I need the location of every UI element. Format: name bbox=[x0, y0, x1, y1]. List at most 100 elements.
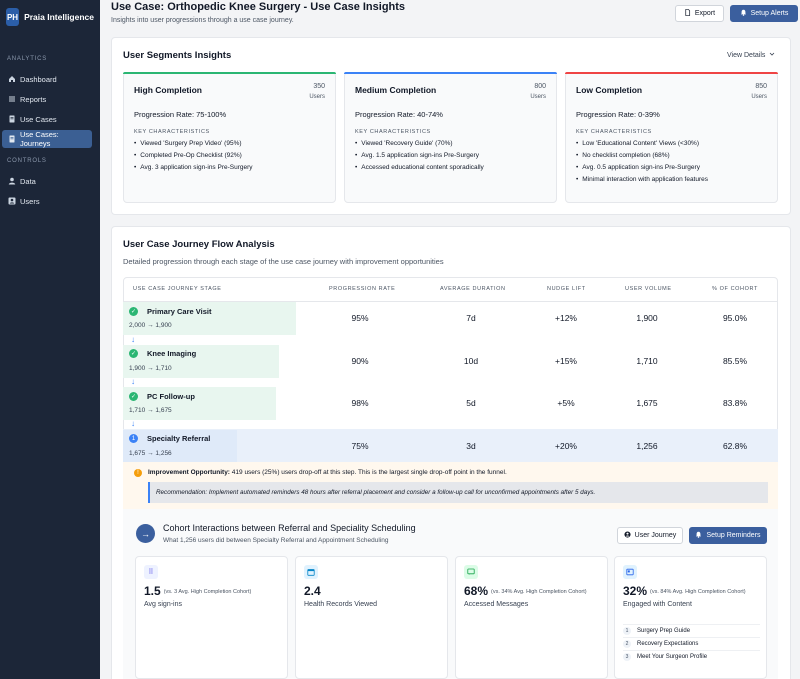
segment-rate: Progression Rate: 75-100% bbox=[134, 110, 227, 119]
trait-item: Avg. 1.5 application sign-ins Pre-Surger… bbox=[355, 152, 484, 159]
sidebar-item-label: Dashboard bbox=[20, 74, 57, 84]
trait-item: Minimal interaction with application fea… bbox=[576, 176, 708, 183]
segment-card-high[interactable]: High Completion 350 Users Progression Ra… bbox=[123, 72, 336, 203]
trait-item: Accessed educational content sporadicall… bbox=[355, 164, 484, 171]
segment-count-label: Users bbox=[530, 94, 546, 100]
segments-title: User Segments Insights bbox=[123, 50, 232, 61]
export-label: Export bbox=[694, 10, 716, 17]
cell-lift: +5% bbox=[557, 398, 575, 408]
stage-to: 1,256 bbox=[155, 450, 172, 457]
cohort-title: Cohort Interactions between Referral and… bbox=[163, 523, 416, 533]
user-journey-label: User Journey bbox=[634, 532, 677, 539]
document-icon bbox=[8, 115, 16, 123]
users-icon bbox=[8, 197, 16, 205]
stage-bar-knee-imaging[interactable] bbox=[123, 345, 279, 378]
cell-cohort: 95.0% bbox=[722, 313, 748, 323]
stage-flow: 1,675 → 1,256 bbox=[129, 450, 172, 457]
sidebar-item-label: Use Cases: Journeys bbox=[20, 130, 59, 148]
export-button[interactable]: Export bbox=[675, 5, 724, 22]
stage-bar-primary-care[interactable] bbox=[123, 302, 296, 335]
col-header-lift: NUDGE LIFT bbox=[547, 286, 586, 292]
list-number: 3 bbox=[623, 653, 631, 661]
recommendation-text: Recommendation: Implement automated remi… bbox=[156, 489, 596, 496]
trait-item: Low 'Educational Content' Views (<30%) bbox=[576, 140, 708, 147]
setup-reminders-button[interactable]: Setup Reminders bbox=[689, 527, 767, 544]
home-icon bbox=[8, 75, 16, 83]
trait-item: Avg. 0.5 application sign-ins Pre-Surger… bbox=[576, 164, 708, 171]
segment-traits: Viewed 'Surgery Prep Video' (95%) Comple… bbox=[134, 140, 252, 176]
message-icon bbox=[464, 565, 478, 579]
cell-cohort: 62.8% bbox=[722, 441, 748, 451]
sidebar-item-dashboard[interactable]: Dashboard bbox=[2, 70, 96, 88]
cohort-subtitle: What 1,256 users did between Specialty R… bbox=[163, 537, 389, 544]
brand[interactable]: PH Praia Intelligence bbox=[0, 0, 100, 34]
stage-to: 1,675 bbox=[155, 407, 172, 414]
stage-bar-pc-followup[interactable] bbox=[123, 387, 276, 420]
segment-traits: Viewed 'Recovery Guide' (70%) Avg. 1.5 a… bbox=[355, 140, 484, 176]
stage-bar-specialty-referral[interactable] bbox=[123, 430, 237, 463]
metric-value-row: 32% (vs. 84% Avg. High Completion Cohort) bbox=[623, 584, 746, 598]
check-icon: ✓ bbox=[129, 307, 138, 316]
metric-card-messages: 68% (vs. 34% Avg. High Completion Cohort)… bbox=[455, 556, 608, 679]
page-title: Use Case: Orthopedic Knee Surgery - Use … bbox=[111, 1, 406, 13]
cell-volume: 1,710 bbox=[636, 356, 658, 366]
metric-comparison: (vs. 84% Avg. High Completion Cohort) bbox=[650, 588, 746, 595]
segment-card-low[interactable]: Low Completion 850 Users Progression Rat… bbox=[565, 72, 778, 203]
segment-accent-bar bbox=[123, 72, 336, 74]
sidebar-item-reports[interactable]: Reports bbox=[2, 90, 96, 108]
sidebar-item-data[interactable]: Data bbox=[2, 172, 96, 190]
list-icon bbox=[8, 95, 16, 103]
stage-from: 2,000 bbox=[129, 322, 146, 329]
segment-count-label: Users bbox=[309, 94, 325, 100]
list-item[interactable]: 3 Meet Your Surgeon Profile bbox=[623, 650, 760, 663]
bell-icon bbox=[740, 9, 747, 18]
user-icon bbox=[8, 177, 16, 185]
metric-label: Health Records Viewed bbox=[304, 601, 378, 608]
col-header-volume: USER VOLUME bbox=[625, 286, 672, 292]
segment-card-medium[interactable]: Medium Completion 800 Users Progression … bbox=[344, 72, 557, 203]
user-journey-button[interactable]: User Journey bbox=[617, 527, 683, 544]
sidebar-item-users[interactable]: Users bbox=[2, 192, 96, 210]
cell-cohort: 83.8% bbox=[722, 398, 748, 408]
list-item[interactable]: 1 Surgery Prep Guide bbox=[623, 624, 760, 637]
arrow-down-icon: ↓ bbox=[131, 419, 135, 428]
view-details-button[interactable]: View Details bbox=[727, 51, 775, 59]
arrow-right-icon: → bbox=[147, 450, 154, 457]
list-item[interactable]: 2 Recovery Expectations bbox=[623, 637, 760, 650]
col-header-stage: USE CASE JOURNEY STAGE bbox=[133, 286, 222, 292]
sidebar-item-use-cases[interactable]: Use Cases bbox=[2, 110, 96, 128]
sidebar-item-use-cases-journeys[interactable]: Use Cases: Journeys bbox=[2, 130, 92, 148]
segment-name: Medium Completion bbox=[355, 85, 437, 95]
brand-name: Praia Intelligence bbox=[24, 12, 94, 22]
metric-card-sign-ins: ⠿ 1.5 (vs. 3 Avg. High Completion Cohort)… bbox=[135, 556, 288, 679]
cell-lift: +15% bbox=[555, 356, 577, 366]
key-characteristics-label: KEY CHARACTERISTICS bbox=[134, 129, 210, 135]
col-header-rate: PROGRESSION RATE bbox=[329, 286, 396, 292]
setup-alerts-label: Setup Alerts bbox=[750, 10, 789, 17]
cell-duration: 5d bbox=[466, 398, 476, 408]
col-header-duration: AVERAGE DURATION bbox=[440, 286, 506, 292]
journey-title: User Case Journey Flow Analysis bbox=[123, 239, 275, 250]
metric-comparison: (vs. 34% Avg. High Completion Cohort) bbox=[491, 588, 587, 595]
metric-label: Avg sign-ins bbox=[144, 601, 183, 608]
metric-label: Engaged with Content bbox=[623, 601, 692, 608]
segment-name: High Completion bbox=[134, 85, 202, 95]
stage-to: 1,900 bbox=[155, 322, 172, 329]
cell-volume: 1,675 bbox=[636, 398, 658, 408]
stage-name: Knee Imaging bbox=[147, 349, 197, 358]
cell-cohort: 85.5% bbox=[722, 356, 748, 366]
journey-icon bbox=[8, 135, 16, 143]
metric-value-row: 1.5 (vs. 3 Avg. High Completion Cohort) bbox=[144, 584, 251, 598]
view-details-label: View Details bbox=[727, 51, 766, 59]
segment-count-label: Users bbox=[751, 94, 767, 100]
setup-alerts-button[interactable]: Setup Alerts bbox=[730, 5, 798, 22]
cell-duration: 10d bbox=[463, 356, 479, 366]
chevron-down-icon bbox=[769, 51, 775, 59]
main-area: Use Case: Orthopedic Knee Surgery - Use … bbox=[100, 0, 800, 679]
trait-item: Avg. 3 application sign-ins Pre-Surgery bbox=[134, 164, 252, 171]
cell-rate: 98% bbox=[351, 398, 369, 408]
key-characteristics-label: KEY CHARACTERISTICS bbox=[576, 129, 652, 135]
stage-name: Specialty Referral bbox=[147, 434, 211, 443]
cell-lift: +12% bbox=[555, 313, 577, 323]
col-header-cohort: % OF COHORT bbox=[712, 286, 758, 292]
